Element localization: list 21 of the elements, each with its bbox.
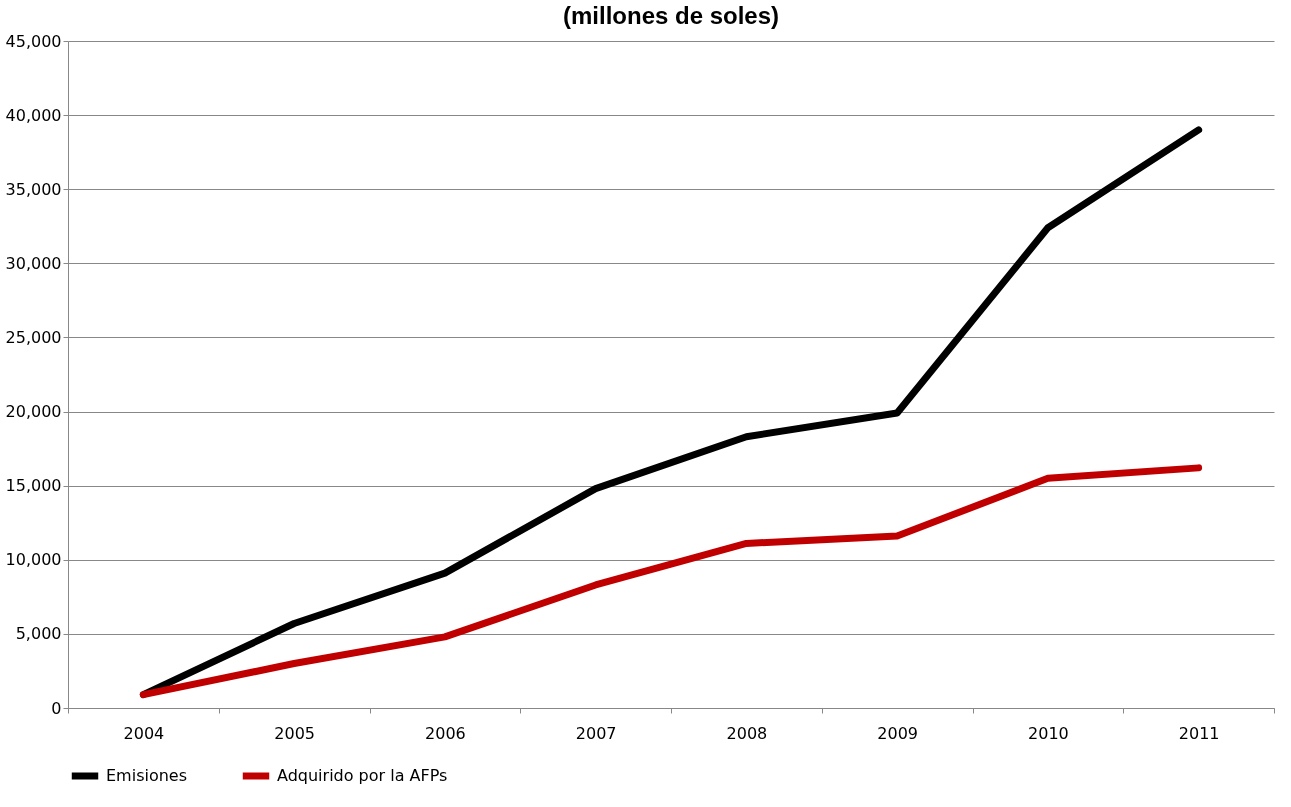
y-tick-label: 5,000 xyxy=(15,624,62,644)
y-tick-label: 30,000 xyxy=(5,253,62,273)
y-tick-label: 0 xyxy=(51,698,62,718)
x-tick-label: 2011 xyxy=(1178,723,1220,743)
x-tick-label: 2007 xyxy=(575,723,617,743)
y-tick-label: 25,000 xyxy=(5,327,62,347)
y-tick-label: 10,000 xyxy=(5,550,62,570)
chart-title: (millones de soles) xyxy=(562,2,780,29)
y-tick-label: 35,000 xyxy=(5,179,62,199)
y-tick-label: 45,000 xyxy=(5,31,62,51)
x-tick-label: 2010 xyxy=(1028,723,1069,743)
x-tick-label: 2009 xyxy=(877,723,918,743)
x-tick-label: 2005 xyxy=(274,723,315,743)
y-tick-label: 40,000 xyxy=(5,105,62,125)
x-tick-label: 2008 xyxy=(726,723,768,743)
x-tick-label: 2006 xyxy=(425,723,466,743)
x-tick-label: 2004 xyxy=(123,723,165,743)
legend-label: Adquirido por la AFPs xyxy=(277,766,448,785)
y-tick-label: 15,000 xyxy=(5,476,62,496)
legend-label: Emisiones xyxy=(106,766,188,785)
y-tick-label: 20,000 xyxy=(5,402,62,422)
